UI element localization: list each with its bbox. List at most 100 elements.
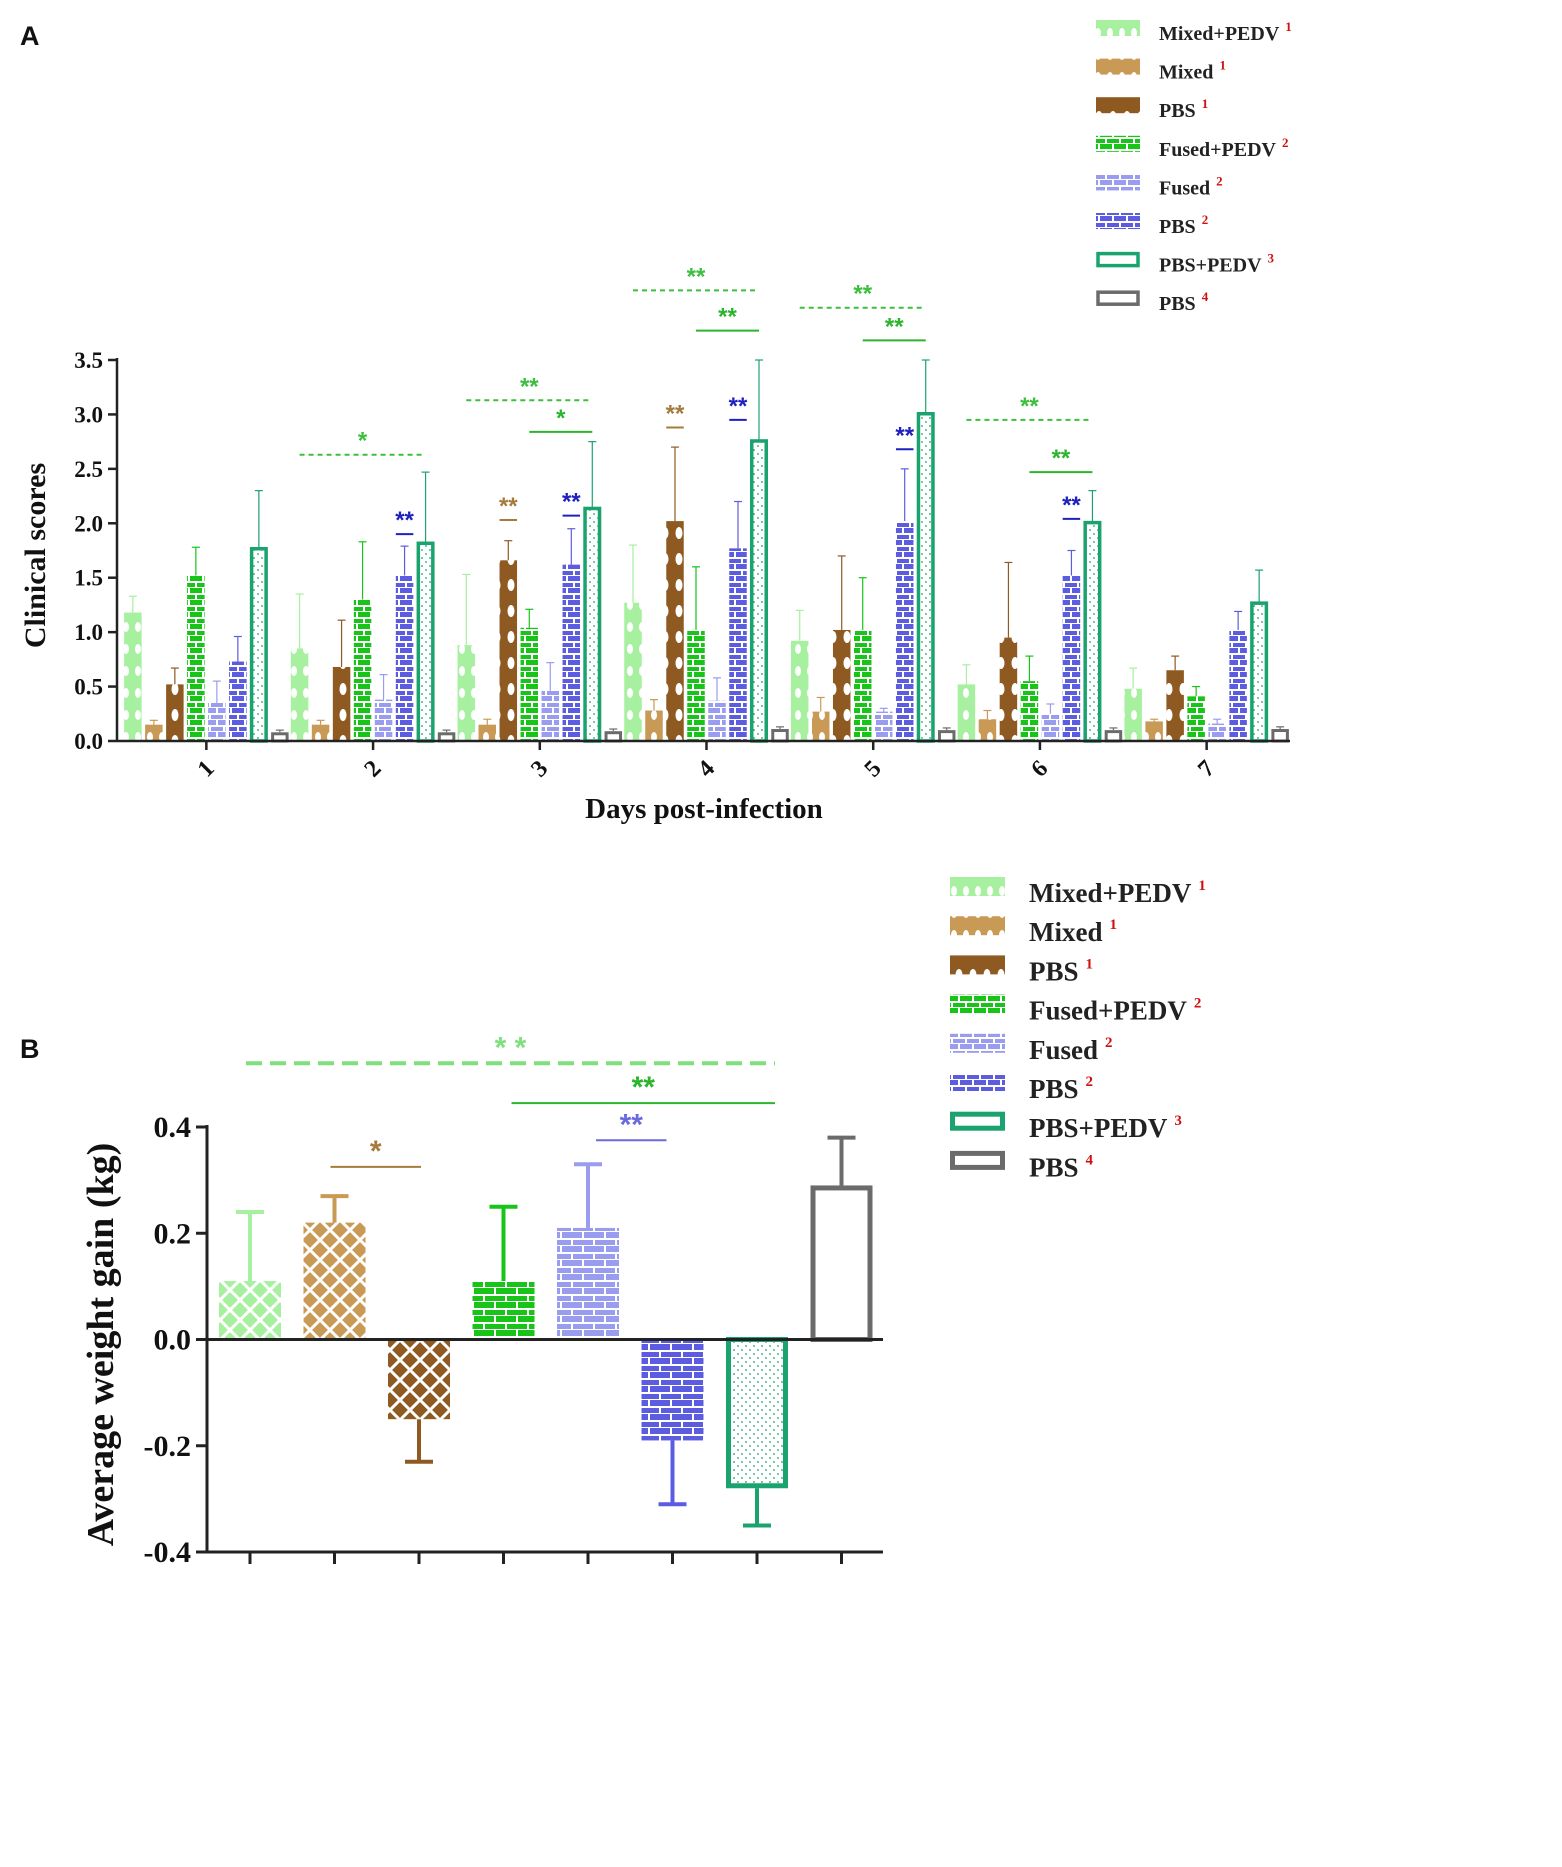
significance-star: * bbox=[556, 405, 566, 432]
legend-swatch bbox=[950, 1150, 1005, 1170]
significance-star: ** bbox=[1062, 492, 1081, 519]
legend-swatch bbox=[1096, 58, 1140, 75]
bar bbox=[416, 541, 435, 743]
bar bbox=[478, 724, 497, 741]
bar bbox=[562, 564, 581, 741]
x-tick-label: 5 bbox=[860, 756, 887, 783]
legend-label: Mixed+PEDV 1 bbox=[1159, 19, 1292, 45]
legend-label: Fused+PEDV 2 bbox=[1029, 996, 1201, 1026]
legend-label: PBS+PEDV 3 bbox=[1029, 1113, 1182, 1143]
legend-swatch bbox=[1096, 251, 1140, 268]
bar bbox=[771, 729, 789, 743]
significance-star: ** bbox=[853, 281, 872, 308]
significance-star: ** bbox=[687, 263, 706, 290]
bar bbox=[790, 640, 809, 741]
bar bbox=[750, 439, 768, 743]
y-tick-label: 0.4 bbox=[154, 1111, 192, 1144]
x-tick-label: 1 bbox=[193, 756, 220, 783]
bar bbox=[832, 629, 851, 741]
bar bbox=[145, 724, 163, 741]
y-axis-title: Average weight gain (kg) bbox=[80, 1143, 122, 1547]
bar bbox=[853, 629, 872, 741]
legend-swatch bbox=[1096, 290, 1140, 306]
x-tick-label: 4 bbox=[693, 756, 720, 783]
bar bbox=[541, 690, 560, 741]
bar bbox=[957, 684, 976, 741]
y-tick-label: 0.5 bbox=[74, 675, 103, 700]
significance-star: ** bbox=[885, 313, 904, 340]
bar bbox=[1062, 575, 1081, 741]
legend-swatch bbox=[1096, 97, 1140, 114]
y-tick-label: 0.0 bbox=[74, 729, 103, 754]
significance-star: ** bbox=[1052, 445, 1071, 472]
bar bbox=[687, 629, 705, 741]
bar bbox=[353, 599, 372, 741]
legend-swatch bbox=[1096, 174, 1140, 191]
panel-label-a: A bbox=[20, 21, 40, 51]
bar bbox=[1250, 601, 1269, 743]
bar bbox=[1145, 721, 1163, 741]
bar bbox=[499, 560, 518, 741]
clinical-scores-chart: 0.0 0.5 1.0 1.5 2.0 2.5 3.0 3.5 1 2 3 4 5 6 7 Days post… bbox=[19, 19, 1292, 825]
legend-label: Mixed 1 bbox=[1029, 917, 1117, 947]
bar bbox=[374, 699, 393, 741]
significance-star: ** bbox=[1020, 393, 1039, 420]
bar bbox=[1104, 730, 1123, 743]
bar bbox=[726, 1337, 788, 1489]
bar bbox=[1041, 713, 1060, 741]
x-axis-title: Days post-infection bbox=[585, 793, 823, 825]
bar bbox=[937, 730, 956, 743]
legend-label: PBS 4 bbox=[1159, 289, 1209, 315]
x-tick-label: 2 bbox=[360, 756, 387, 783]
legend-swatch bbox=[950, 1111, 1005, 1131]
bar bbox=[290, 648, 309, 741]
bar bbox=[208, 702, 226, 741]
legend-swatch bbox=[950, 955, 1005, 975]
bar bbox=[557, 1227, 619, 1340]
y-tick-label: -0.4 bbox=[144, 1536, 192, 1569]
legend-label: PBS 2 bbox=[1029, 1074, 1093, 1104]
legend-swatch bbox=[1096, 135, 1140, 152]
bar bbox=[810, 1185, 873, 1342]
y-tick-label: 0.0 bbox=[154, 1324, 192, 1357]
bar bbox=[624, 602, 642, 741]
bar bbox=[1020, 681, 1039, 741]
legend-label: Mixed 1 bbox=[1159, 58, 1226, 84]
weight-gain-chart: -0.4 -0.2 0.0 0.2 0.4 Average weight gain (kg… bbox=[80, 877, 1206, 1569]
bar bbox=[895, 521, 914, 741]
legend-swatch bbox=[950, 916, 1005, 936]
legend-label: PBS 2 bbox=[1159, 212, 1208, 238]
bar bbox=[166, 684, 184, 741]
bar bbox=[332, 666, 351, 741]
bar bbox=[1124, 688, 1142, 741]
y-tick-label: 1.0 bbox=[74, 620, 103, 645]
bar bbox=[978, 719, 997, 741]
panel-label-b: B bbox=[20, 1034, 40, 1064]
legend-swatch bbox=[1096, 20, 1140, 36]
y-axis-title: Clinical scores bbox=[19, 463, 52, 648]
legend-label: Fused 2 bbox=[1159, 173, 1223, 199]
bar bbox=[124, 612, 142, 741]
bar bbox=[583, 506, 602, 743]
legend-label: PBS 1 bbox=[1159, 96, 1208, 122]
significance-star: ** bbox=[666, 400, 685, 427]
significance-star: ** bbox=[562, 489, 581, 516]
legend-label: Mixed+PEDV 1 bbox=[1029, 878, 1206, 908]
bar bbox=[249, 546, 268, 743]
bar bbox=[729, 548, 747, 741]
y-tick-label: 2.5 bbox=[74, 457, 103, 482]
bar bbox=[1083, 520, 1102, 743]
legend-label: Fused 2 bbox=[1029, 1035, 1113, 1065]
legend-swatch bbox=[950, 877, 1005, 896]
significance-star: ** bbox=[520, 373, 539, 400]
significance-star: * * bbox=[495, 1031, 527, 1064]
x-tick-label: 6 bbox=[1026, 756, 1053, 783]
significance-star: * bbox=[370, 1135, 382, 1168]
bar bbox=[303, 1222, 366, 1340]
legend-swatch bbox=[1096, 213, 1140, 229]
significance-star: ** bbox=[718, 304, 737, 331]
x-tick-label: 3 bbox=[526, 756, 553, 783]
significance-star: ** bbox=[395, 507, 414, 534]
significance-star: ** bbox=[895, 422, 914, 449]
